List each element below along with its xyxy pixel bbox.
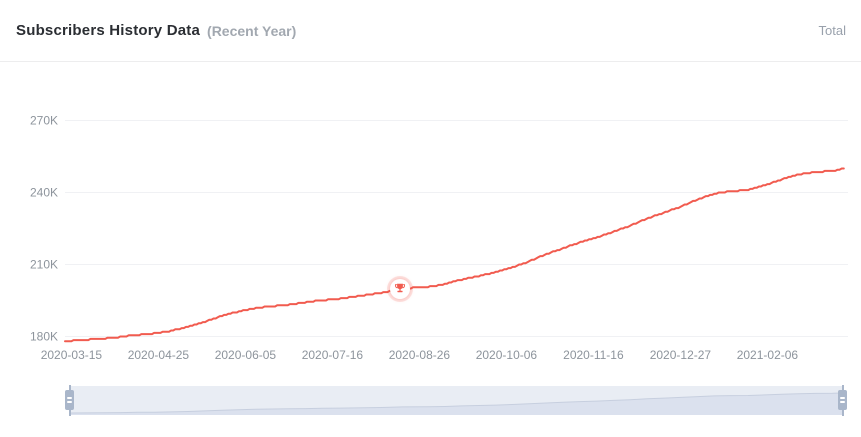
grip-slot	[67, 401, 72, 403]
x-tick-label: 2020-07-16	[302, 348, 364, 362]
x-tick-label: 2020-04-25	[128, 348, 190, 362]
y-tick-label: 180K	[30, 330, 58, 344]
x-tick-label: 2020-10-06	[476, 348, 538, 362]
legend-item-total[interactable]: Total	[818, 23, 846, 38]
grip-slot	[840, 397, 845, 399]
subscribers-line	[64, 167, 845, 343]
panel-header: Subscribers History Data (Recent Year) T…	[0, 0, 861, 62]
slider-data-shadow	[70, 392, 843, 415]
y-tick-label: 210K	[30, 258, 58, 272]
x-tick-label: 2020-03-15	[41, 348, 103, 362]
slider-shadow-line	[70, 392, 843, 414]
y-tick-label: 240K	[30, 186, 58, 200]
slider-left-grip[interactable]	[65, 390, 74, 410]
trophy-icon	[395, 283, 406, 292]
page-subtitle: (Recent Year)	[207, 22, 297, 39]
x-tick-label: 2021-02-06	[737, 348, 799, 362]
x-tick-label: 2020-11-16	[563, 348, 624, 362]
slider-track[interactable]	[70, 386, 843, 415]
data-zoom-slider[interactable]	[0, 384, 861, 418]
grip-slot	[67, 397, 72, 399]
x-tick-label: 2020-08-26	[389, 348, 451, 362]
page-title: Subscribers History Data	[16, 22, 201, 39]
milestone-marker	[387, 275, 414, 302]
y-tick-label: 270K	[30, 114, 58, 128]
subscribers-line-chart: 180K 210K 240K 270K 2020-03-15 2020-04-25 2020…	[30, 114, 848, 362]
slider-right-handle[interactable]	[838, 384, 847, 418]
slider-left-handle[interactable]	[65, 384, 74, 418]
slider-right-grip[interactable]	[838, 390, 847, 410]
x-tick-label: 2020-06-05	[215, 348, 277, 362]
grip-slot	[840, 401, 845, 403]
x-tick-label: 2020-12-27	[650, 348, 712, 362]
